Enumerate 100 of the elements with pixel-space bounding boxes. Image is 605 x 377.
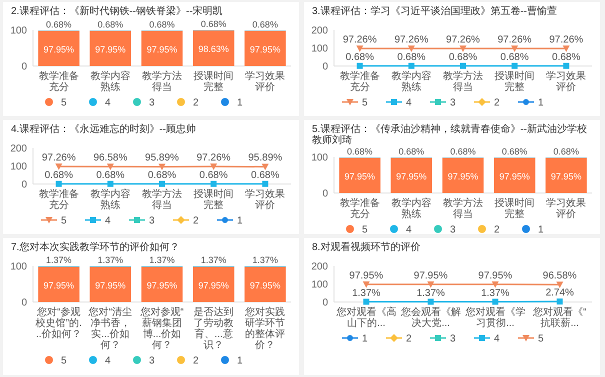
point: [159, 180, 165, 187]
x-tick-label: 您对观看《学习贯彻...: [464, 306, 526, 329]
y-tick-label: 100: [10, 262, 28, 272]
x-tick-label: 教学内容熟练: [90, 70, 130, 93]
legend-label: 3: [450, 224, 456, 236]
legend-label: 1: [237, 216, 243, 226]
legend-label: 3: [450, 98, 456, 108]
x-tick-label: 您会观看《解决大党...: [400, 306, 461, 329]
point: [362, 281, 370, 288]
data-label: 0.68%: [148, 170, 176, 181]
data-label: 97.95%: [146, 44, 178, 54]
data-label: 1.37%: [46, 255, 72, 266]
point: [556, 282, 564, 288]
y-tick-label: 200: [311, 262, 328, 272]
legend-label: 2: [494, 224, 500, 236]
point: [56, 180, 62, 187]
x-tick-label: 教学方法得当: [142, 70, 182, 93]
data-label: 97.95%: [499, 171, 530, 182]
chart-title: 4.课程评估：《永远难忘的时刻》--顾忠帅: [11, 123, 196, 135]
point: [107, 180, 114, 187]
data-label: 0.68%: [346, 52, 374, 63]
data-label: 0.68%: [398, 146, 424, 156]
data-label: 97.26%: [446, 34, 480, 46]
legend-label: 2: [406, 334, 412, 344]
point: [556, 298, 563, 305]
legend-label: 5: [538, 334, 544, 344]
data-label: 2.74%: [546, 288, 574, 299]
data-label: 97.26%: [342, 34, 377, 46]
point: [492, 298, 498, 305]
data-label: 0.68%: [347, 146, 373, 156]
data-label: 0.68%: [251, 170, 280, 181]
legend-label: 4: [494, 334, 500, 344]
data-label: 97.95%: [550, 171, 582, 182]
legend-label: 4: [406, 224, 412, 236]
x-tick-label: 您对实践研学环节的整体评价？: [244, 306, 286, 351]
x-tick-label: 是否达到了劳动教育、...意识？: [194, 306, 234, 351]
legend-label: 1: [237, 98, 243, 108]
data-label: 97.26%: [196, 152, 231, 164]
legend-label: 5: [61, 216, 67, 226]
x-tick-label: 您对观看《“抗联薪...: [532, 306, 586, 329]
data-label: 97.95%: [250, 280, 280, 290]
data-label: 97.26%: [42, 152, 76, 164]
x-tick-label: 您对观看《高山下的...: [335, 306, 396, 329]
legend-label: 1: [237, 356, 243, 366]
data-label: 1.37%: [481, 288, 510, 299]
data-label: 95.89%: [248, 152, 282, 164]
x-tick-label: 授课时间完整: [494, 70, 535, 93]
chart-title: 7.您对本次实践教学环节的评价如何？: [11, 241, 180, 253]
data-label: 0.68%: [553, 146, 579, 156]
data-label: 0.68%: [500, 52, 529, 63]
y-tick-label: 100: [311, 280, 328, 290]
data-label: 0.68%: [448, 52, 478, 63]
point: [210, 180, 217, 187]
data-label: 98.63%: [198, 44, 229, 54]
data-label: 1.37%: [352, 288, 381, 299]
y-tick-label: 0: [21, 62, 28, 72]
legend-label: 4: [105, 356, 111, 366]
data-label: 0.68%: [252, 19, 278, 30]
data-label: 1.37%: [149, 255, 175, 266]
data-label: 96.58%: [93, 152, 128, 164]
data-label: 97.26%: [498, 34, 532, 46]
legend-label: 1: [538, 224, 544, 236]
data-label: 0.68%: [450, 146, 476, 156]
data-label: 0.68%: [96, 170, 125, 181]
x-tick-label: 授课时间完整: [194, 188, 234, 211]
data-label: 0.68%: [98, 19, 124, 30]
y-tick-label: 100: [311, 44, 328, 54]
x-tick-label: 您对“清尘净书香，实...价如何？: [88, 306, 132, 351]
x-tick-label: 教学方法得当: [443, 70, 483, 93]
legend-label: 5: [61, 98, 67, 108]
legend-label: 1: [362, 334, 368, 344]
point: [492, 281, 499, 288]
x-tick-label: 教学方法得当: [142, 188, 182, 211]
point: [158, 164, 166, 170]
data-label: 97.95%: [95, 44, 126, 54]
legend-label: 5: [362, 98, 368, 108]
legend-label: 2: [193, 356, 199, 366]
data-label: 97.95%: [448, 171, 478, 182]
point: [262, 164, 269, 170]
data-label: 0.68%: [149, 19, 175, 30]
data-label: 97.95%: [414, 270, 448, 282]
data-label: 97.95%: [44, 44, 74, 54]
data-label: 97.95%: [95, 280, 126, 290]
legend-label: 2: [193, 98, 199, 108]
x-tick-label: 教学内容熟练: [90, 188, 130, 211]
legend-label: 3: [149, 98, 155, 108]
data-label: 1.37%: [252, 255, 278, 266]
x-tick-label: 教学内容熟练: [391, 70, 432, 93]
point: [210, 163, 218, 170]
chart-title: 8.对观看视频环节的评价: [312, 241, 420, 253]
x-tick-label: 教学准备充分: [38, 70, 79, 93]
legend-label: 5: [362, 224, 368, 236]
legend-label: 5: [61, 356, 67, 366]
x-tick-label: 授课时间完整: [494, 197, 535, 220]
x-tick-label: 学习效果评价: [546, 70, 586, 93]
data-label: 97.95%: [146, 280, 178, 290]
data-label: 1.37%: [200, 255, 226, 266]
data-label: 1.37%: [98, 255, 124, 266]
legend-label: 4: [105, 98, 111, 108]
chart-title: 3.课程评估：学习《习近平谈治国理政》第五卷--曹愉萱: [312, 5, 557, 17]
